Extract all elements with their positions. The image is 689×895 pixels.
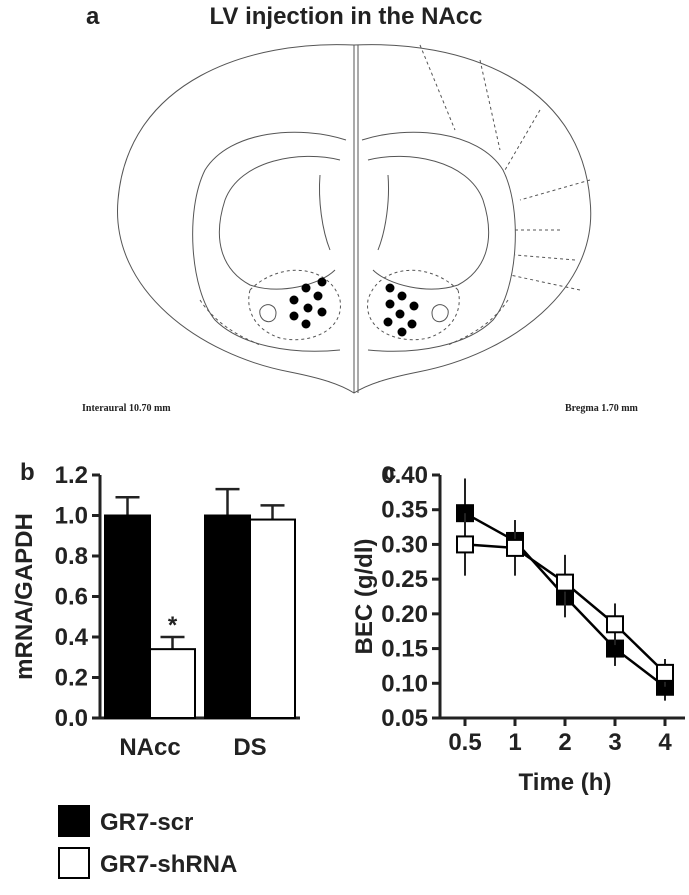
- legend-swatch: [58, 847, 90, 879]
- y-tick-label: 0.6: [55, 584, 88, 611]
- y-axis-label: mRNA/GAPDH: [11, 513, 38, 680]
- bar: [249, 518, 296, 719]
- atlas-note: Bregma 1.70 mm: [565, 403, 639, 414]
- bar: [149, 648, 196, 720]
- y-tick-label: 0.20: [381, 601, 428, 628]
- x-tick-label: 3: [608, 729, 621, 756]
- bar: [104, 514, 151, 719]
- legend-swatch: [58, 805, 90, 837]
- y-tick-label: 0.0: [55, 705, 88, 732]
- y-axis-label: BEC (g/dl): [351, 539, 378, 655]
- x-tick-label: 1: [508, 729, 521, 756]
- panel-label: a: [86, 3, 100, 30]
- x-tick-label: 2: [558, 729, 571, 756]
- x-tick-label: NAcc: [119, 734, 180, 761]
- marker: [456, 535, 474, 554]
- y-tick-label: 0.10: [381, 670, 428, 697]
- y-tick-label: 0.35: [381, 497, 428, 524]
- x-tick-label: DS: [233, 734, 266, 761]
- atlas-note: Interaural 10.70 mm: [82, 403, 171, 414]
- y-tick-label: 0.2: [55, 665, 88, 692]
- annotation: *: [168, 612, 178, 639]
- y-tick-label: 0.4: [55, 624, 89, 651]
- panel-title: LV injection in the NAcc: [210, 3, 483, 30]
- marker: [506, 538, 524, 557]
- legend-label: GR7-shRNA: [100, 851, 237, 878]
- legend-label: GR7-scr: [100, 809, 193, 836]
- y-tick-label: 0.8: [55, 543, 88, 570]
- x-axis-label: Time (h): [519, 769, 612, 796]
- y-tick-label: 1.2: [55, 462, 88, 489]
- y-tick-label: 0.05: [381, 705, 428, 732]
- x-tick-label: 4: [658, 729, 672, 756]
- y-tick-label: 0.40: [381, 462, 428, 489]
- marker: [656, 663, 674, 682]
- panel-label: b: [20, 459, 35, 486]
- marker: [606, 615, 624, 634]
- brain-atlas: [117, 44, 592, 394]
- marker: [556, 573, 574, 592]
- y-tick-label: 1.0: [55, 503, 88, 530]
- y-tick-label: 0.30: [381, 531, 428, 558]
- panel-label: c: [383, 459, 396, 486]
- y-tick-label: 0.15: [381, 636, 428, 663]
- y-tick-label: 0.25: [381, 566, 428, 593]
- x-tick-label: 0.5: [448, 729, 481, 756]
- bar: [204, 514, 251, 719]
